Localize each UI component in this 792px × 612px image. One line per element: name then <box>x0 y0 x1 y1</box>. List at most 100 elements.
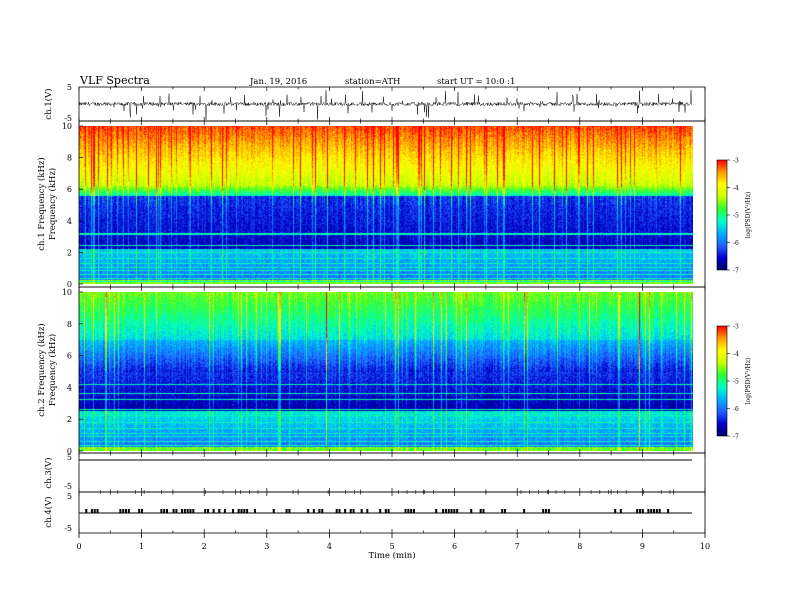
start-time-label: start UT = 10:0 :1 <box>437 77 515 87</box>
figure-title: VLF Spectra <box>79 74 150 87</box>
ch4-pulse <box>667 509 670 513</box>
ch1-ytick-bottom: -5 <box>64 114 72 123</box>
ch4-pulse <box>189 509 192 513</box>
frequency-tick-label: 4 <box>67 217 72 226</box>
ch2-frequency-ticks: 0 2 4 6 8 10 <box>62 288 83 456</box>
ch4-pulse <box>504 509 507 513</box>
ch4-pulse <box>547 509 550 513</box>
frequency-tick-label: 4 <box>67 383 72 392</box>
colorbar-tick-label: -6 <box>733 240 739 247</box>
ch4-pulse <box>638 509 641 513</box>
time-tick-label: 7 <box>515 542 520 551</box>
ch4-pulse <box>207 509 210 513</box>
ch4-pulse <box>186 509 189 513</box>
ch4-pulse <box>243 509 246 513</box>
ch3-waveform-panel: 5 -5 ch.3(V) <box>43 452 706 493</box>
ch4-pulse <box>166 509 169 513</box>
time-tick-label: 6 <box>452 542 457 551</box>
ch4-pulse <box>181 509 184 513</box>
ch1-colorbar-label: log(PSD(V²/Hz) <box>745 192 752 239</box>
ch1-colorbar: -3 -4 -5 -6 -7 log(PSD(V²/Hz) <box>716 158 752 275</box>
time-tick-label: 8 <box>577 542 582 551</box>
ch4-pulse <box>160 509 163 513</box>
ch4-pulse <box>223 509 226 513</box>
frequency-tick-label: 10 <box>62 122 72 131</box>
ch4-pulse <box>172 509 175 513</box>
date-label: Jan. 19, 2016 <box>249 77 307 87</box>
ch4-pulse <box>412 509 415 513</box>
ch4-pulse <box>447 509 450 513</box>
ch4-waveform-ylabel: ch.4(V) <box>43 496 54 527</box>
ch3-ytick-top: 5 <box>67 453 72 462</box>
ch4-pulse <box>204 509 207 513</box>
ch4-pulse <box>344 509 347 513</box>
time-axis-label: Time (min) <box>368 550 415 561</box>
ch4-pulse <box>404 509 407 513</box>
time-tick-label: 2 <box>202 542 207 551</box>
ch4-pulse <box>442 509 445 513</box>
ch4-pulse <box>352 509 355 513</box>
ch4-pulse <box>318 509 321 513</box>
time-tick-label: 1 <box>139 542 144 551</box>
ch4-pulse <box>647 509 650 513</box>
colorbar-tick-label: -6 <box>733 406 739 413</box>
ch4-pulse <box>650 509 653 513</box>
time-tick-label: 0 <box>76 542 81 551</box>
colorbar-tick-label: -3 <box>733 324 739 331</box>
ch1-spectrogram-image <box>79 126 693 284</box>
time-tick-label: 5 <box>389 542 394 551</box>
colorbar-tick-label: -5 <box>733 379 739 386</box>
time-tick-label: 3 <box>264 542 269 551</box>
ch4-pulse <box>127 509 130 513</box>
ch4-pulse <box>523 509 526 513</box>
ch4-pulse <box>288 509 291 513</box>
ch1-frequency-ticks: 0 2 4 6 8 10 <box>62 122 83 289</box>
ch4-pulse <box>407 509 410 513</box>
ch4-pulse <box>655 509 658 513</box>
ch4-pulse <box>387 509 390 513</box>
ch4-pulse <box>253 509 256 513</box>
ch4-pulse <box>312 509 315 513</box>
time-tick-label: 9 <box>640 542 645 551</box>
ch4-pulse <box>366 509 369 513</box>
frequency-tick-label: 0 <box>67 447 72 456</box>
frequency-tick-label: 2 <box>67 248 72 257</box>
ch4-pulse <box>125 509 128 513</box>
ch3-waveform-ylabel: ch.3(V) <box>43 457 54 488</box>
ch4-pulse <box>379 509 382 513</box>
ch4-pulse <box>321 509 324 513</box>
figure-header: VLF Spectra Jan. 19, 2016 station=ATH st… <box>79 74 515 87</box>
frequency-tick-label: 8 <box>67 154 72 163</box>
ch4-pulse <box>85 509 88 513</box>
ch4-pulse <box>122 509 125 513</box>
ch4-pulse <box>444 509 447 513</box>
time-tick-label: 10 <box>700 542 710 551</box>
ch2-colorbar-gradient <box>716 325 728 437</box>
ch4-pulse <box>545 509 548 513</box>
ch4-pulse <box>453 509 456 513</box>
ch4-ytick-bottom: -5 <box>64 524 72 533</box>
time-tick-label: 4 <box>327 542 332 551</box>
ch4-pulse <box>338 509 341 513</box>
ch1-waveform-panel: 5 -5 ch.1(V) <box>43 83 706 123</box>
ch4-pulse-train <box>85 490 671 513</box>
ch1-ytick-top: 5 <box>67 83 72 92</box>
frequency-tick-label: 2 <box>67 415 72 424</box>
ch4-pulse <box>360 509 363 513</box>
colorbar-tick-label: -4 <box>733 185 739 192</box>
ch4-pulse <box>119 509 122 513</box>
ch4-pulse <box>237 509 240 513</box>
ch4-pulse <box>96 509 99 513</box>
ch4-pulse <box>163 509 166 513</box>
ch4-pulse <box>658 509 661 513</box>
ch2-spectrogram-image <box>79 292 693 451</box>
ch3-ytick-bottom: -5 <box>64 482 72 491</box>
frequency-tick-label: 0 <box>67 280 72 289</box>
ch1-spectrogram-panel: 0 2 4 6 8 10 ch.1 Frequency (kHz) Frequency (… <box>36 120 706 289</box>
ch4-pulse <box>501 509 504 513</box>
ch4-pulse <box>384 509 387 513</box>
colorbar-tick-label: -7 <box>733 268 739 275</box>
frequency-tick-label: 6 <box>67 185 72 194</box>
ch4-pulse <box>349 509 352 513</box>
